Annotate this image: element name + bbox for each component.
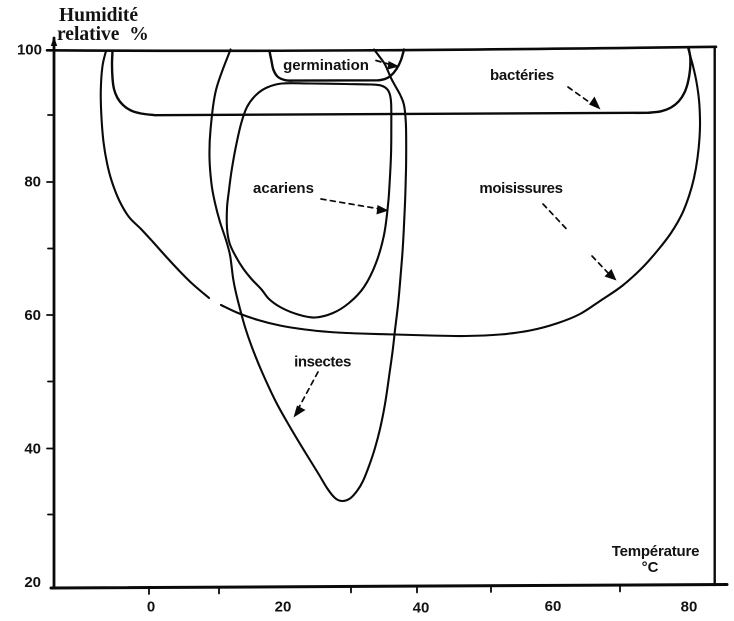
svg-text:40: 40 (24, 441, 41, 458)
svg-text:20: 20 (24, 574, 41, 591)
svg-text:insectes: insectes (294, 354, 351, 371)
svg-text:40: 40 (413, 600, 430, 617)
svg-text:°C: °C (642, 559, 659, 576)
svg-text:80: 80 (24, 174, 41, 191)
svg-text:bactéries: bactéries (490, 67, 554, 84)
svg-text:80: 80 (681, 599, 698, 616)
svg-text:moisissures: moisissures (479, 180, 562, 197)
svg-text:60: 60 (24, 307, 41, 324)
svg-text:60: 60 (545, 598, 562, 615)
svg-text:Température: Température (612, 543, 700, 560)
svg-text:100: 100 (17, 42, 42, 59)
svg-text:acariens: acariens (253, 180, 314, 197)
svg-text:20: 20 (275, 599, 292, 616)
svg-text:relative %: relative % (57, 24, 149, 45)
svg-text:germination: germination (283, 57, 369, 74)
svg-text:0: 0 (147, 599, 155, 616)
svg-text:Humidité: Humidité (59, 5, 138, 26)
